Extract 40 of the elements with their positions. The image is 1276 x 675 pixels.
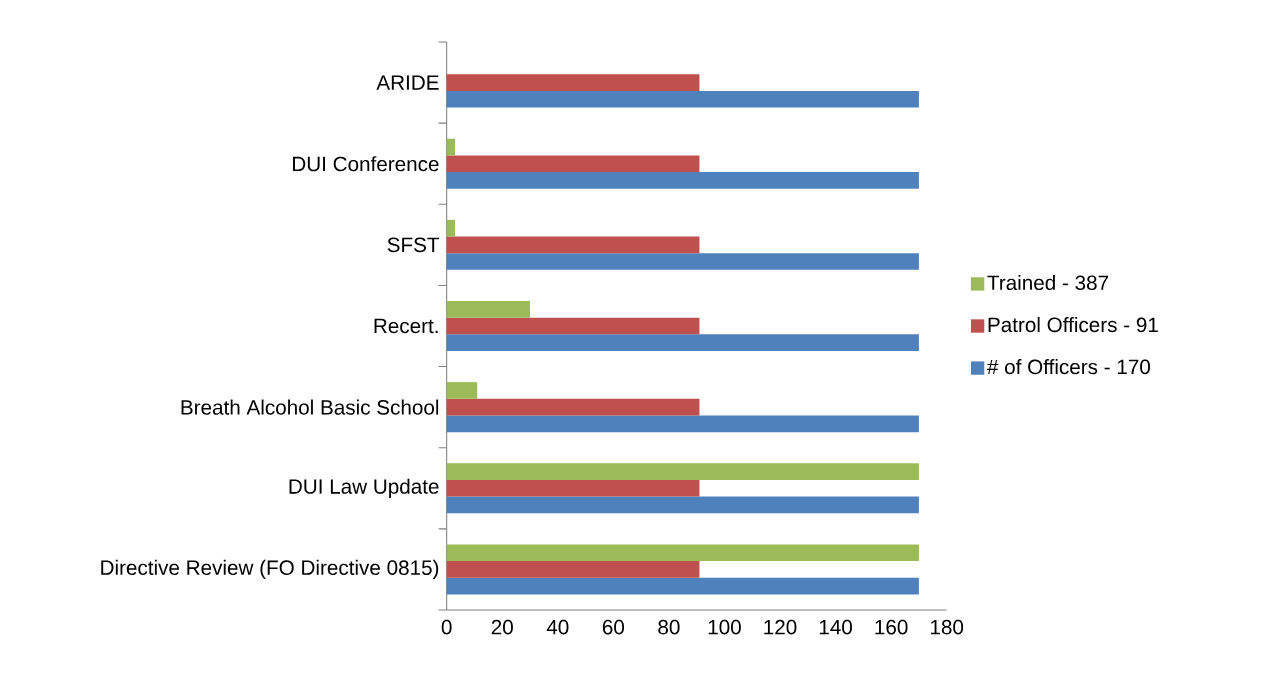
bar [446,544,919,562]
bar [446,463,919,480]
x-tick-label: 100 [708,619,741,635]
y-tick-label: Directive Review (FO Directive 0815) [101,559,439,580]
x-tick-label: 120 [764,619,797,635]
bar [446,398,700,416]
y-tick-label: ARIDE [376,75,439,90]
bar [446,172,919,189]
bar [446,561,700,578]
x-tick-label: 180 [931,619,964,635]
bar [446,382,478,399]
y-tick-label: Breath Alcohol Basic School [181,399,439,415]
y-tick-label: DUI Conference [293,156,439,172]
bar [446,138,456,156]
bar [446,155,700,173]
x-tick-label: 80 [658,619,680,635]
bar [446,415,919,433]
bar [446,496,919,514]
bar [446,90,919,108]
y-tick-label: SFST [387,237,440,253]
y-tick-label: Recert. [374,318,438,334]
bar [446,253,919,270]
x-tick-label: 160 [875,619,908,635]
legend-label: Patrol Officers - 91 [988,316,1158,333]
bar [446,317,700,335]
bar [446,577,919,595]
bar [446,301,530,318]
x-tick-label: 40 [546,619,569,635]
bar [446,219,456,237]
y-tick-label: DUI Law Update [289,478,439,498]
bar [446,74,700,91]
bar [446,334,919,351]
legend-label: Trained - 387 [987,274,1109,291]
x-tick-label: 0 [441,619,452,635]
legend-label: # of Officers - 170 [987,359,1150,375]
bar [446,236,700,254]
x-tick-label: 60 [602,619,625,635]
x-tick-label: 20 [491,619,513,635]
x-tick-label: 140 [819,619,852,635]
bar [446,479,700,497]
